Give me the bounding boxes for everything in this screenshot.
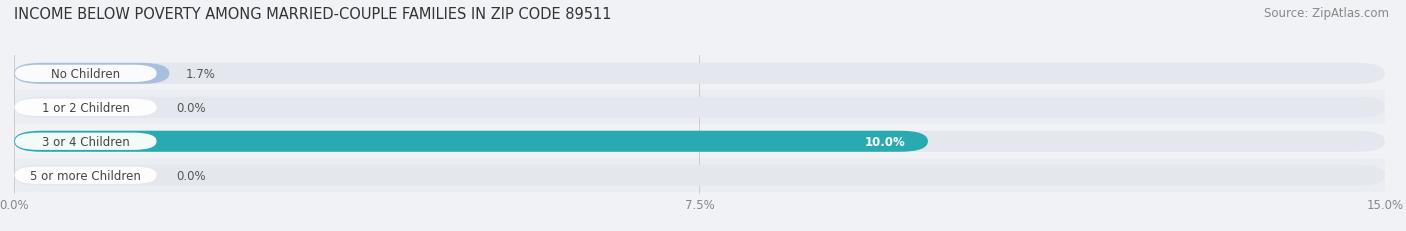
Text: 1.7%: 1.7% bbox=[186, 67, 215, 81]
FancyBboxPatch shape bbox=[14, 91, 1385, 125]
FancyBboxPatch shape bbox=[14, 64, 1385, 85]
FancyBboxPatch shape bbox=[14, 97, 1385, 118]
Text: No Children: No Children bbox=[51, 67, 121, 81]
FancyBboxPatch shape bbox=[14, 57, 1385, 91]
FancyBboxPatch shape bbox=[14, 165, 1385, 186]
Text: INCOME BELOW POVERTY AMONG MARRIED-COUPLE FAMILIES IN ZIP CODE 89511: INCOME BELOW POVERTY AMONG MARRIED-COUPL… bbox=[14, 7, 612, 22]
Text: Source: ZipAtlas.com: Source: ZipAtlas.com bbox=[1264, 7, 1389, 20]
Text: 0.0%: 0.0% bbox=[177, 169, 207, 182]
FancyBboxPatch shape bbox=[15, 167, 156, 184]
FancyBboxPatch shape bbox=[14, 64, 170, 85]
FancyBboxPatch shape bbox=[15, 99, 156, 116]
Text: 1 or 2 Children: 1 or 2 Children bbox=[42, 101, 129, 114]
FancyBboxPatch shape bbox=[15, 133, 156, 150]
Text: 5 or more Children: 5 or more Children bbox=[31, 169, 141, 182]
FancyBboxPatch shape bbox=[14, 125, 1385, 158]
FancyBboxPatch shape bbox=[14, 158, 1385, 192]
Text: 3 or 4 Children: 3 or 4 Children bbox=[42, 135, 129, 148]
Text: 0.0%: 0.0% bbox=[177, 101, 207, 114]
FancyBboxPatch shape bbox=[15, 65, 156, 83]
Text: 10.0%: 10.0% bbox=[865, 135, 905, 148]
FancyBboxPatch shape bbox=[14, 131, 928, 152]
FancyBboxPatch shape bbox=[14, 131, 1385, 152]
